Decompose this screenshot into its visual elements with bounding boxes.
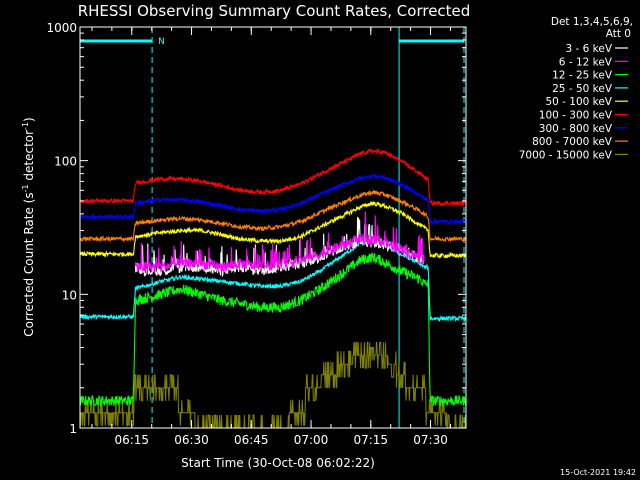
chart-title: RHESSI Observing Summary Count Rates, Co… bbox=[78, 2, 471, 20]
legend-label-5: 100 - 300 keV bbox=[539, 110, 613, 122]
legend-label-7: 800 - 7000 keV bbox=[532, 136, 613, 148]
x-tick-label-0715: 07:15 bbox=[353, 433, 388, 447]
y-tick-label-100: 100 bbox=[54, 155, 77, 169]
y-tick-label-1000: 1000 bbox=[46, 21, 77, 35]
legend-label-4: 50 - 100 keV bbox=[545, 96, 612, 108]
legend-label-2: 12 - 25 keV bbox=[552, 70, 613, 82]
y-axis-label-sup2: -1 bbox=[21, 122, 30, 130]
series-line-50-100kev bbox=[79, 200, 467, 259]
y-tick-label-1: 1 bbox=[69, 422, 77, 436]
legend-label-0: 3 - 6 keV bbox=[565, 43, 612, 55]
y-axis-label: Corrected Count Rate (s-1 detector-1) bbox=[21, 117, 36, 336]
legend-header-attenuator: Att 0 bbox=[606, 28, 631, 40]
y-axis-label-sup1: -1 bbox=[21, 184, 30, 192]
plot-frame bbox=[79, 26, 467, 429]
y-axis-label-mid: detector bbox=[22, 130, 36, 185]
legend-label-3: 25 - 50 keV bbox=[552, 83, 613, 95]
series-line-12-25kev bbox=[79, 252, 467, 407]
y-axis-label-end: ) bbox=[22, 117, 36, 122]
x-axis-label: Start Time (30-Oct-08 06:02:22) bbox=[181, 456, 375, 470]
series-line-800-7000kev bbox=[79, 189, 467, 243]
y-tick-label-10: 10 bbox=[62, 288, 77, 302]
legend-label-8: 7000 - 15000 keV bbox=[519, 149, 613, 161]
night-label: N bbox=[158, 37, 165, 47]
series-line-300-800kev bbox=[79, 172, 467, 226]
x-tick-label-0645: 06:45 bbox=[234, 433, 269, 447]
x-tick-label-0630: 06:30 bbox=[174, 433, 209, 447]
x-tick-label-0730: 07:30 bbox=[413, 433, 448, 447]
y-axis-label-main: Corrected Count Rate (s bbox=[22, 192, 36, 336]
x-tick-label-0615: 06:15 bbox=[114, 433, 149, 447]
legend-label-1: 6 - 12 keV bbox=[559, 56, 613, 68]
legend-header-detectors: Det 1,3,4,5,6,9, bbox=[551, 16, 633, 28]
series-line-100-300kev bbox=[79, 148, 467, 207]
legend-label-6: 300 - 800 keV bbox=[539, 123, 613, 135]
series-line-7000-15000kev bbox=[79, 341, 467, 429]
series-line-25-50kev bbox=[79, 238, 467, 323]
x-tick-label-0700: 07:00 bbox=[294, 433, 329, 447]
series-line-6-12kev bbox=[134, 211, 425, 274]
footer-timestamp: 15-Oct-2021 19:42 bbox=[560, 468, 636, 477]
